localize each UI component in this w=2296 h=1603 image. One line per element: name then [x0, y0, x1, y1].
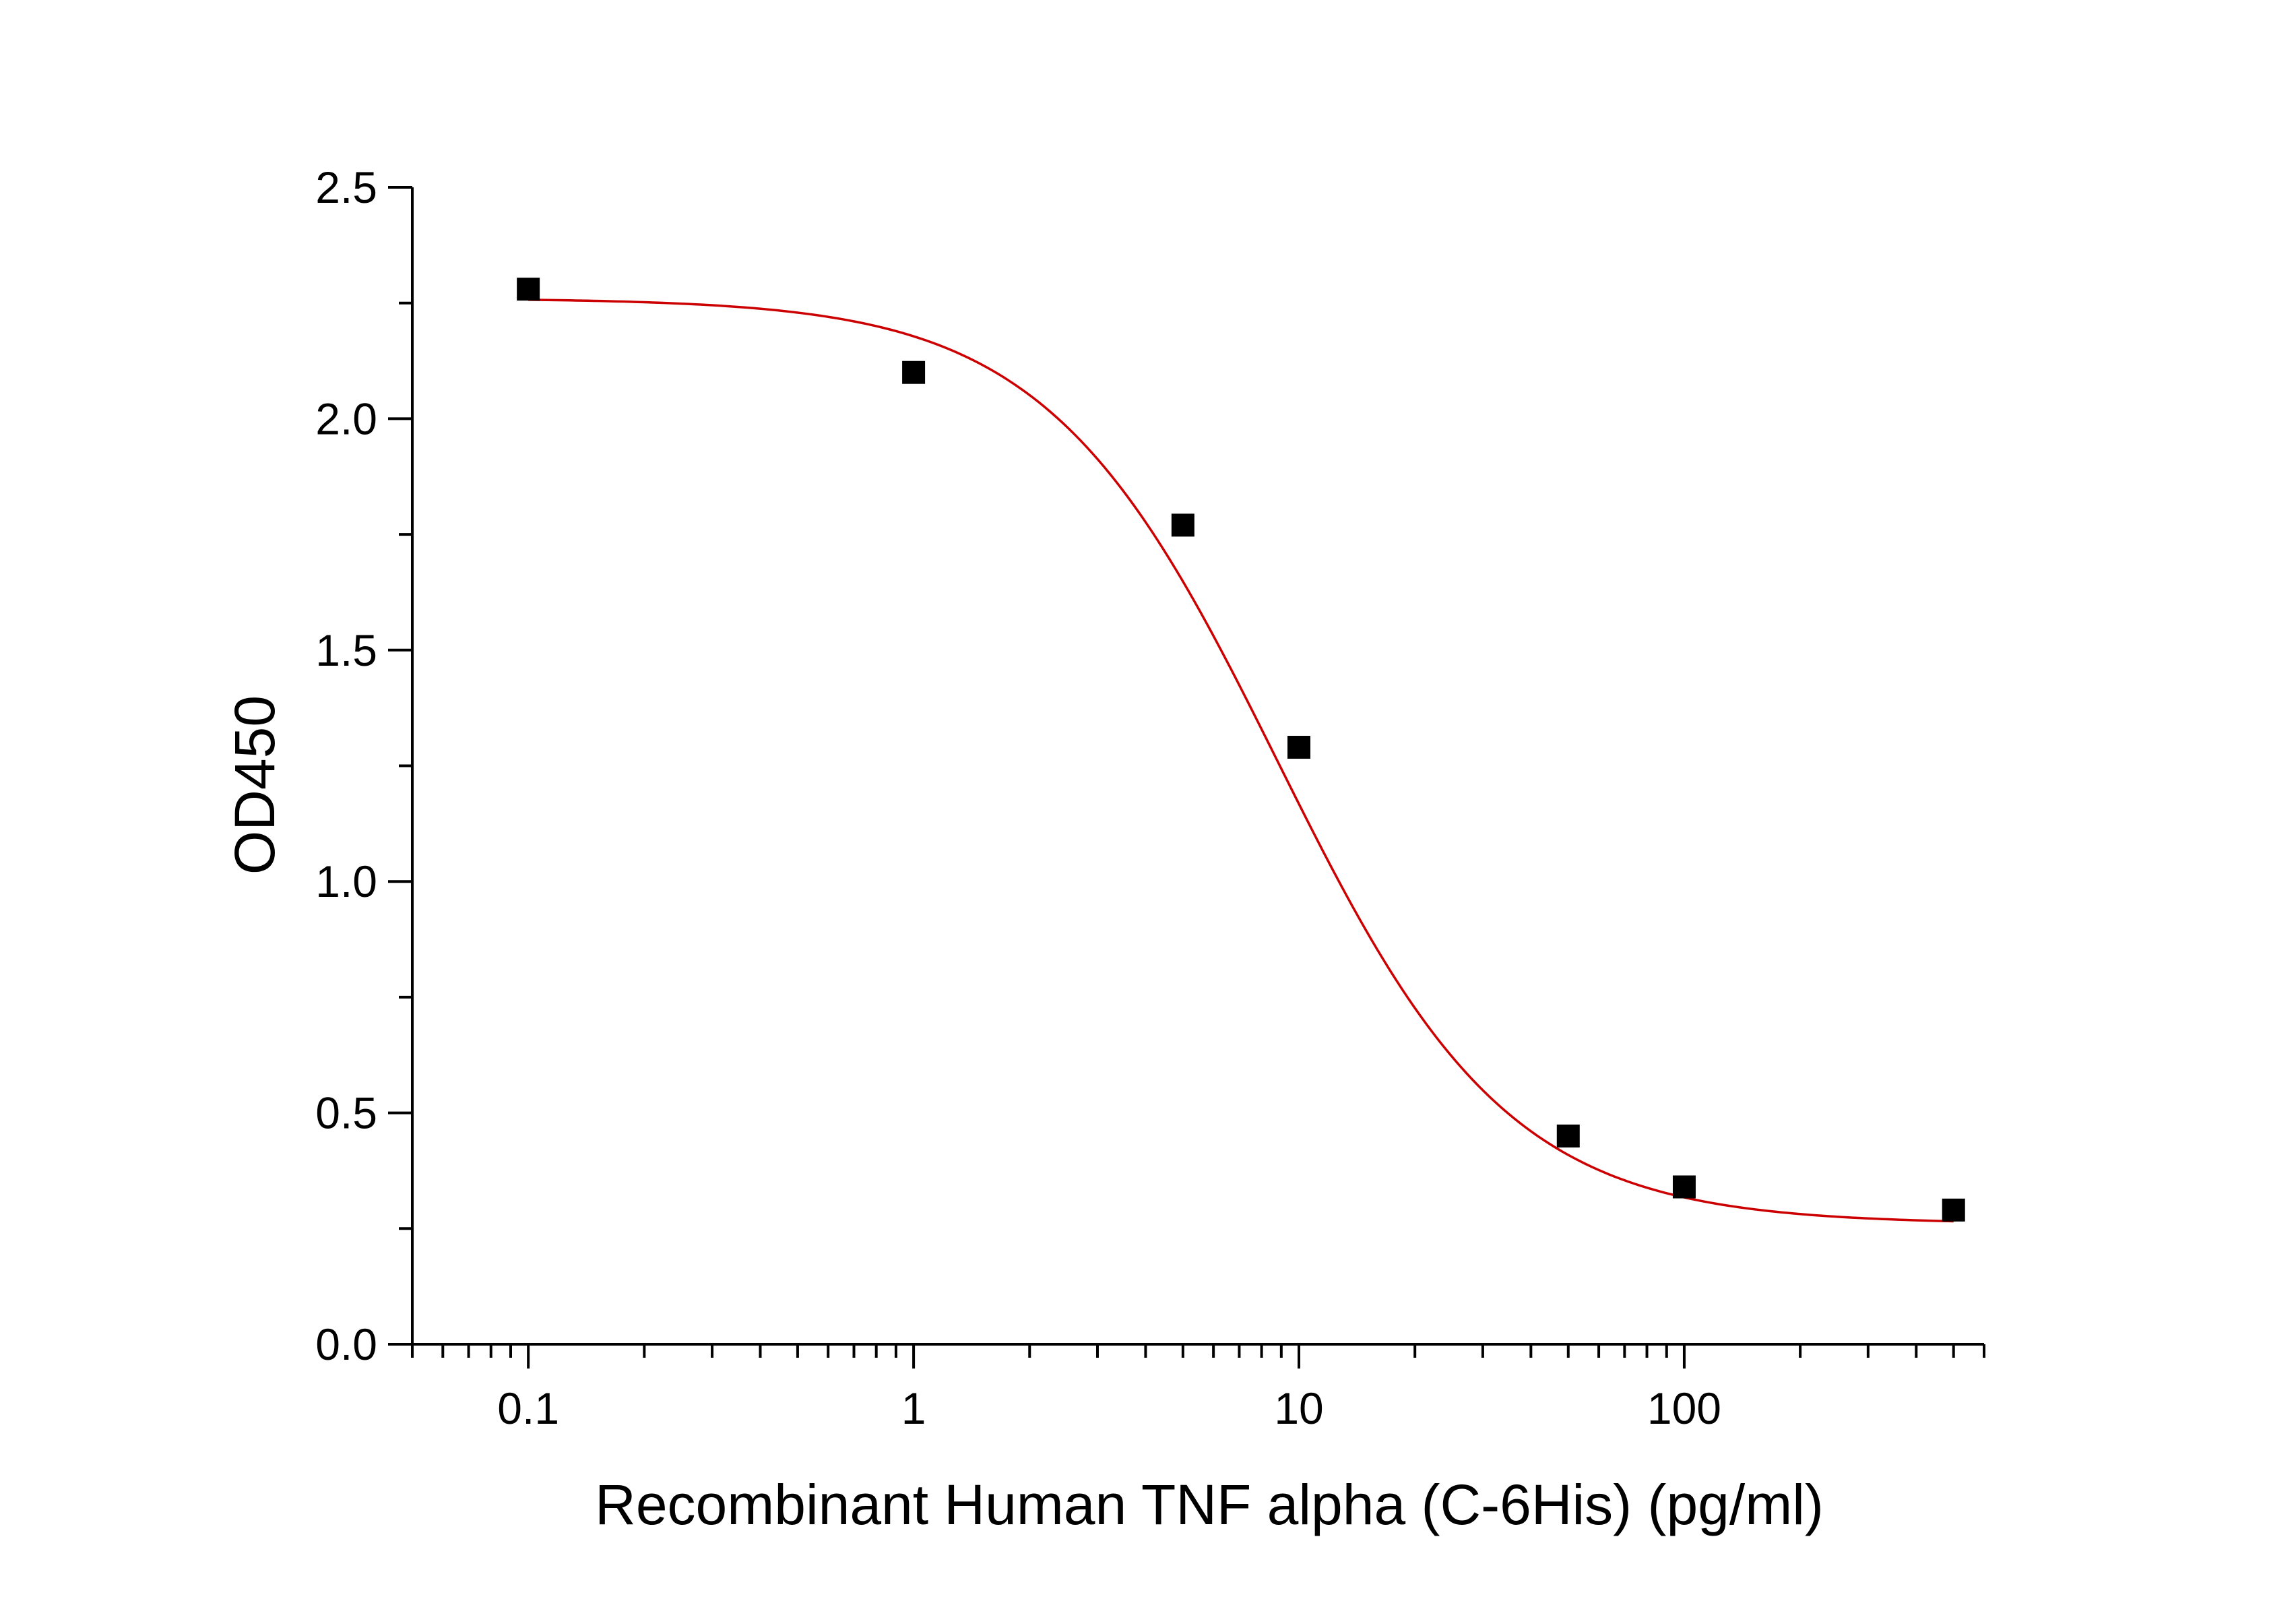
x-tick-label: 100	[1647, 1383, 1721, 1433]
x-tick-label: 1	[901, 1383, 926, 1433]
data-point	[1171, 513, 1194, 537]
data-points-layer	[517, 278, 1965, 1222]
fit-curve	[528, 298, 1954, 1223]
data-point	[1942, 1198, 1965, 1222]
y-tick-label: 2.5	[315, 162, 377, 212]
x-tick-label: 10	[1274, 1383, 1323, 1433]
tick-labels: 0.0 0.5 1.0 1.5 2.0 2.5 0.1 1 10 100	[315, 162, 1721, 1433]
data-point	[1556, 1124, 1580, 1148]
y-axis-label: OD450	[223, 695, 286, 875]
data-point	[1287, 736, 1311, 759]
y-tick-label: 2.0	[315, 394, 377, 443]
y-tick-label: 1.5	[315, 625, 377, 675]
y-tick-label: 0.0	[315, 1319, 377, 1369]
data-point	[902, 360, 926, 384]
fit-curve-layer	[528, 298, 1954, 1223]
x-axis-label: Recombinant Human TNF alpha (C-6His) (pg…	[595, 1473, 1824, 1536]
data-point	[517, 278, 540, 301]
y-tick-label: 1.0	[315, 856, 377, 906]
data-point	[1672, 1175, 1696, 1199]
ticks	[388, 186, 1985, 1369]
x-tick-label: 0.1	[497, 1383, 559, 1433]
y-tick-label: 0.5	[315, 1088, 377, 1138]
